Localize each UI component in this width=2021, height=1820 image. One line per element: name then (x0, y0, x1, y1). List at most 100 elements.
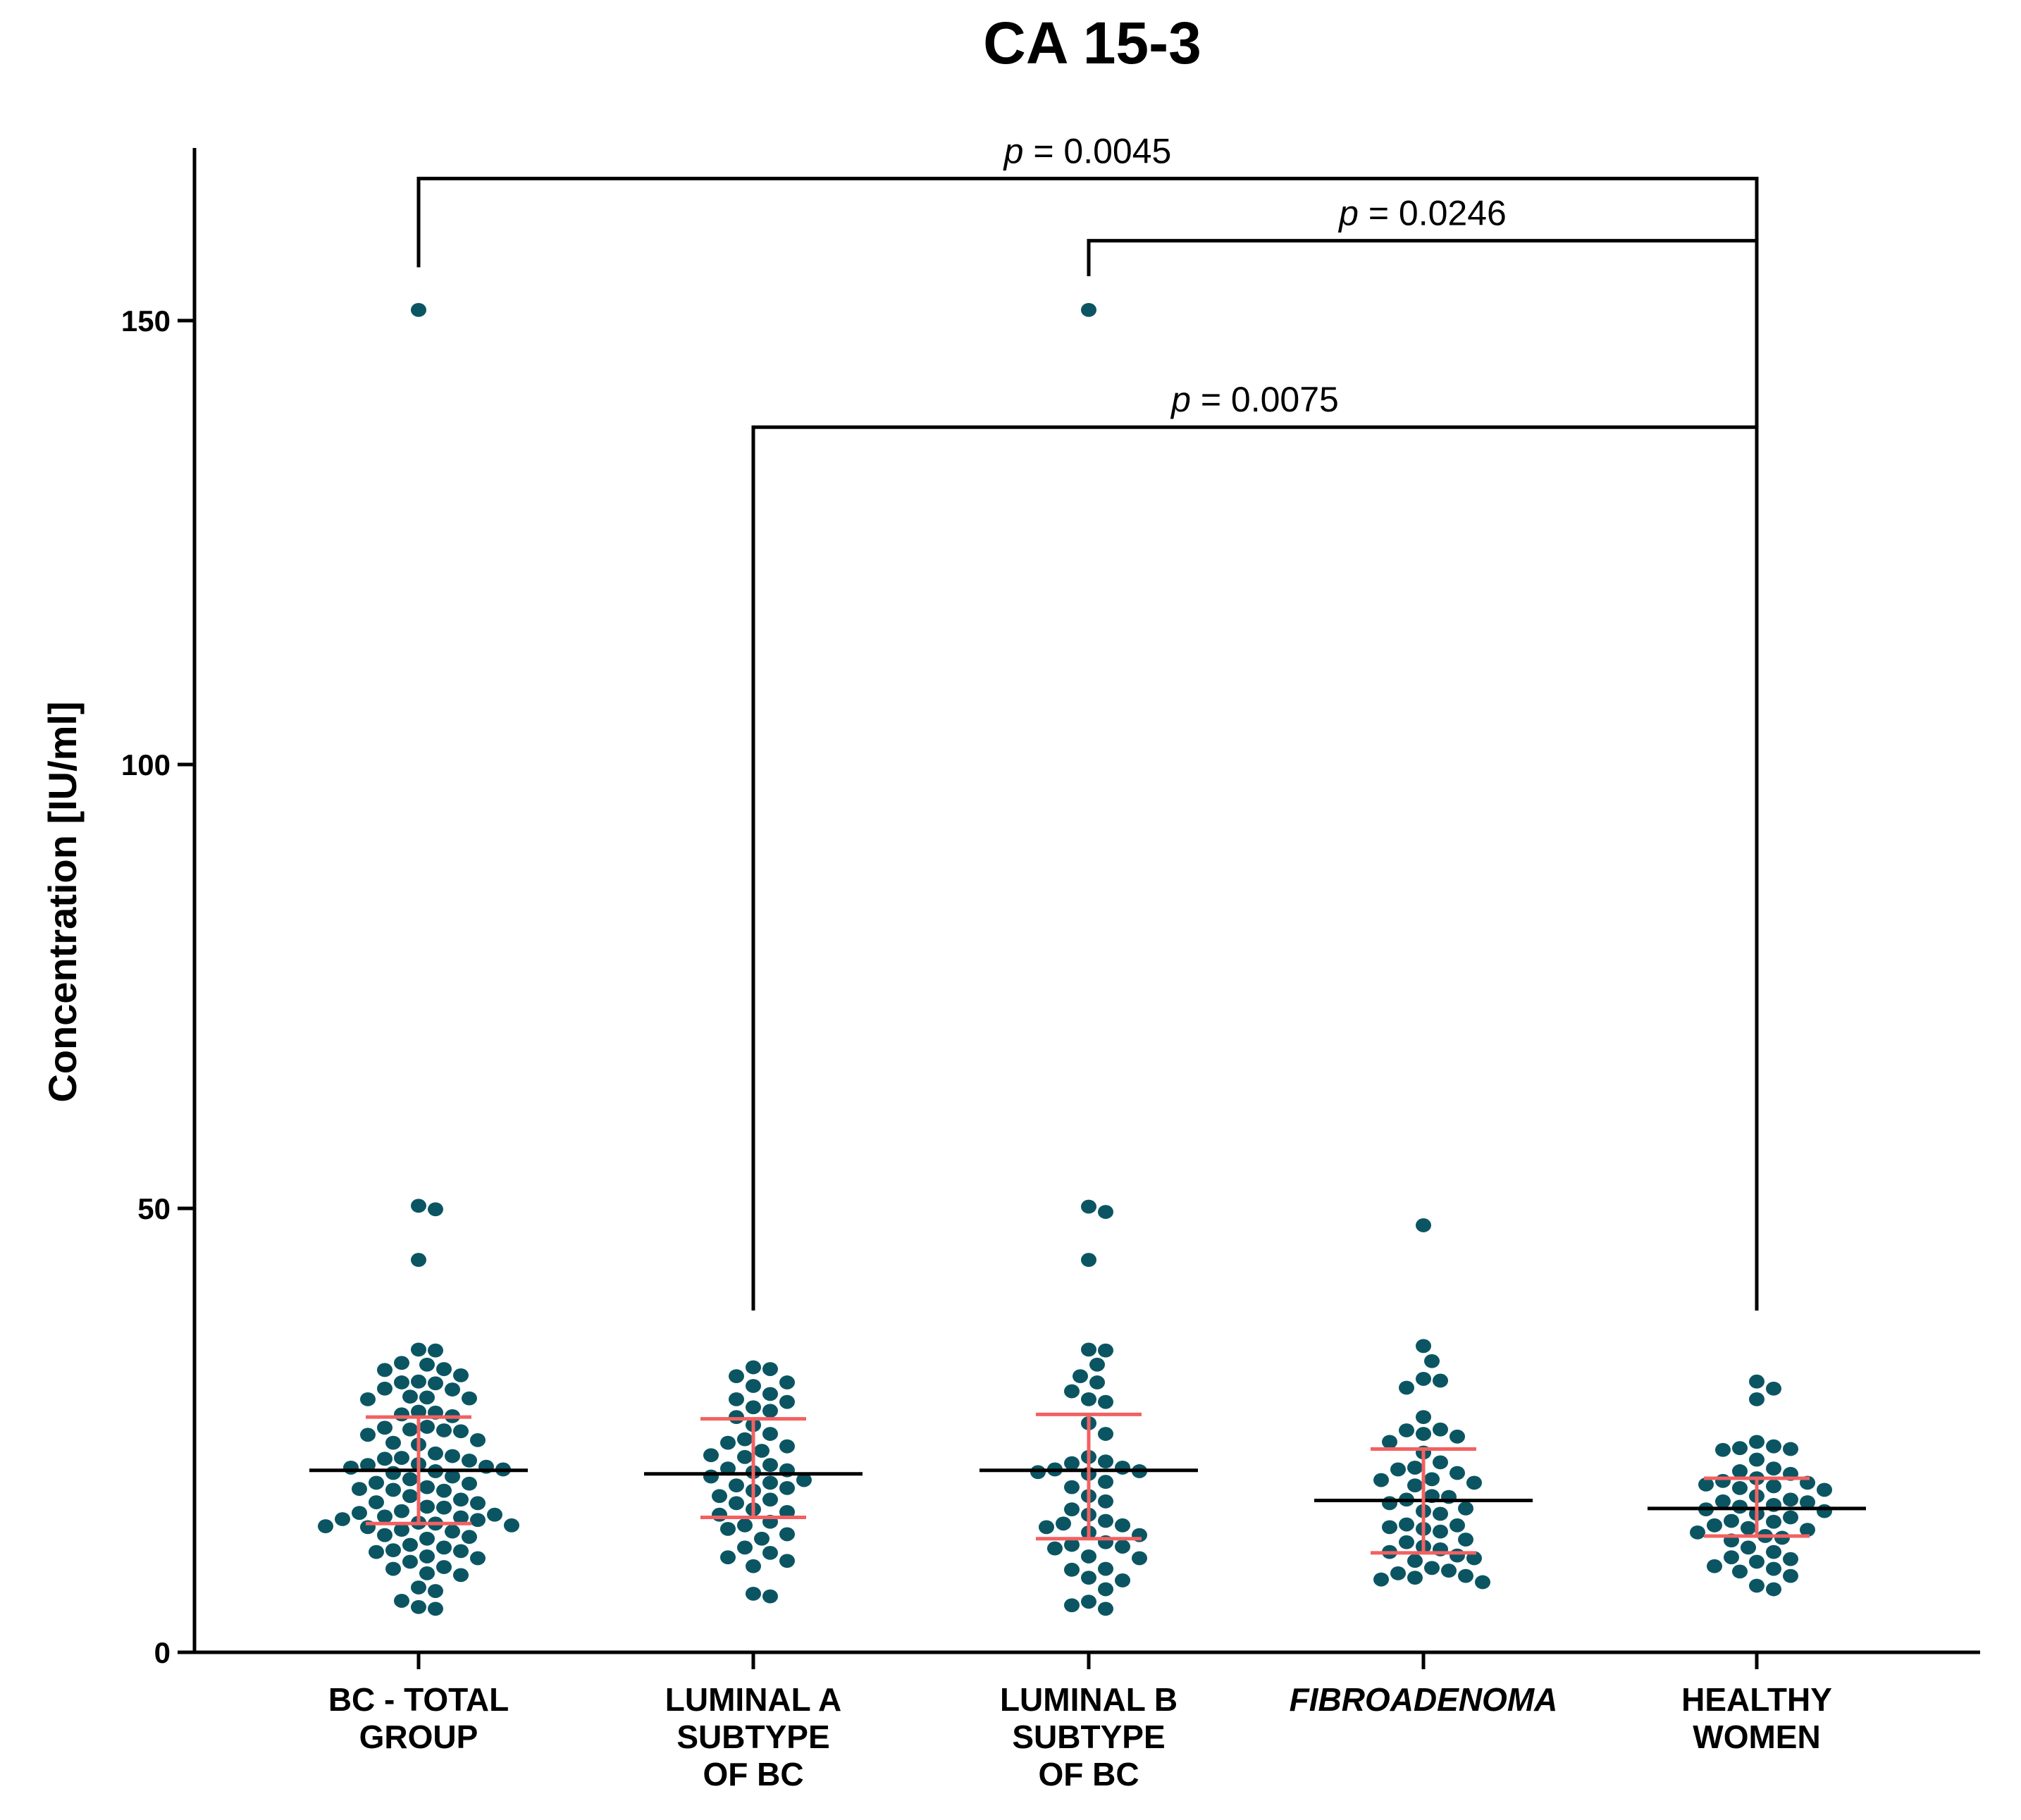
p-symbol: p (1337, 194, 1359, 233)
data-point (1424, 1472, 1440, 1487)
data-point (729, 1496, 744, 1511)
data-point (1732, 1499, 1748, 1514)
data-point (453, 1568, 469, 1583)
p-value-label-0: p = 0.0045 (1003, 131, 1172, 171)
data-point (1064, 1502, 1080, 1517)
data-point (712, 1489, 727, 1504)
data-point (1081, 1392, 1096, 1406)
data-point (402, 1472, 418, 1487)
data-point (462, 1453, 477, 1468)
data-point (779, 1394, 795, 1409)
data-point (1433, 1524, 1448, 1539)
data-point (419, 1390, 435, 1405)
data-point (1783, 1510, 1798, 1525)
data-point (1064, 1598, 1080, 1613)
data-point (428, 1602, 443, 1616)
data-point (1047, 1541, 1063, 1556)
data-point (737, 1449, 753, 1464)
data-point (720, 1461, 736, 1476)
data-point (445, 1449, 460, 1463)
data-point (1416, 1372, 1431, 1386)
data-point (436, 1560, 452, 1574)
data-point (385, 1466, 401, 1480)
y-tick-label-50: 50 (137, 1192, 171, 1225)
data-point (779, 1375, 795, 1389)
data-point (1715, 1473, 1731, 1488)
data-point (419, 1499, 435, 1514)
data-point (762, 1589, 778, 1604)
data-point (1690, 1525, 1705, 1540)
data-point (445, 1524, 460, 1539)
y-tick-label-100: 100 (121, 748, 171, 781)
x-tick-label-2: LUMINAL B SUBTYPE OF BC (1000, 1681, 1178, 1793)
data-point (1783, 1568, 1798, 1583)
data-point (1081, 1199, 1096, 1214)
data-point (754, 1531, 770, 1546)
p-value: = 0.0246 (1359, 194, 1507, 233)
data-point (428, 1584, 443, 1598)
data-point (411, 1374, 426, 1389)
data-point (343, 1461, 359, 1475)
data-point (1056, 1516, 1071, 1531)
data-point (1732, 1464, 1748, 1478)
summary-layer (309, 1412, 1866, 1555)
data-point (411, 302, 426, 317)
data-point (352, 1506, 367, 1521)
data-point (335, 1512, 350, 1526)
data-point (369, 1495, 384, 1509)
data-point (1783, 1492, 1798, 1507)
data-point (411, 1342, 426, 1357)
data-point (470, 1551, 486, 1566)
data-point (1450, 1548, 1465, 1563)
data-point (462, 1530, 477, 1544)
data-point (377, 1381, 393, 1396)
data-point (1081, 1571, 1096, 1585)
data-point (1098, 1205, 1113, 1219)
data-point (428, 1446, 443, 1461)
data-point (720, 1521, 736, 1536)
data-point (419, 1549, 435, 1564)
data-point (1081, 1342, 1096, 1357)
data-point (1466, 1475, 1482, 1490)
data-point (779, 1527, 795, 1542)
data-point (1098, 1561, 1113, 1576)
data-point (377, 1509, 393, 1524)
data-point (1416, 1339, 1431, 1354)
data-point (402, 1422, 418, 1437)
data-point (428, 1376, 443, 1391)
data-point (1450, 1429, 1465, 1444)
data-point (1698, 1477, 1714, 1492)
data-point (737, 1432, 753, 1447)
data-point (419, 1357, 435, 1372)
data-point (360, 1458, 376, 1473)
data-point (1098, 1454, 1113, 1469)
data-point (470, 1496, 486, 1511)
data-point (1774, 1530, 1790, 1545)
data-point (746, 1400, 761, 1415)
significance-bracket-0 (416, 176, 1759, 1311)
data-point (1064, 1537, 1080, 1552)
data-point (436, 1483, 452, 1498)
data-point (762, 1387, 778, 1401)
data-point (453, 1424, 469, 1439)
data-point (1732, 1441, 1748, 1456)
data-point (729, 1410, 744, 1424)
data-point (1399, 1517, 1414, 1532)
data-point (385, 1543, 401, 1558)
data-point (1741, 1521, 1756, 1535)
data-point (445, 1382, 460, 1397)
data-point (436, 1362, 452, 1376)
data-point (394, 1375, 409, 1389)
p-value: = 0.0045 (1023, 131, 1171, 171)
x-tick-label-3: FIBROADENOMA (1290, 1681, 1558, 1718)
data-point (1081, 1549, 1096, 1564)
x-tick-label-4: HEALTHY WOMEN (1681, 1681, 1832, 1755)
data-point (445, 1469, 460, 1484)
data-point (1373, 1473, 1389, 1487)
x-tick-label-line: FIBROADENOMA (1290, 1681, 1558, 1718)
data-point (436, 1540, 452, 1555)
data-point (703, 1448, 719, 1463)
